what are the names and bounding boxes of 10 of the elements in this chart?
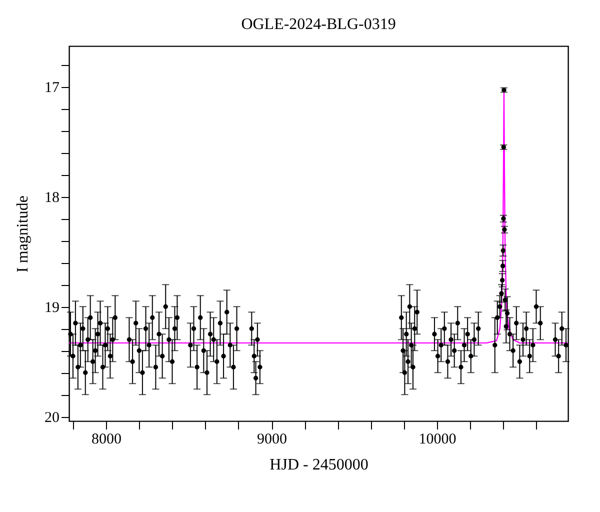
y-tick-label: 20 [44,410,60,426]
y-tick-label: 17 [44,80,60,96]
y-tick-label: 19 [44,300,60,316]
x-tick-label: 9000 [257,432,288,448]
chart-title: OGLE-2024-BLG-0319 [241,16,396,33]
x-tick-label: 10000 [418,432,456,448]
y-axis-title: I magnitude [14,196,32,272]
y-tick-label: 18 [44,190,60,206]
x-tick-label: 8000 [92,432,122,448]
x-axis-title: HJD - 2450000 [270,456,368,474]
